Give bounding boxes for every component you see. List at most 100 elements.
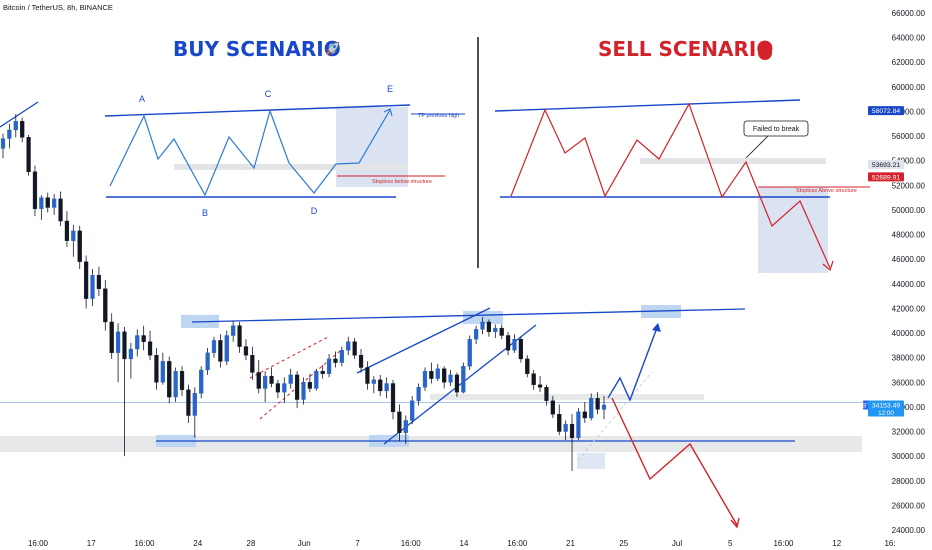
candle-body (307, 382, 313, 389)
candle-body (352, 341, 357, 356)
candle-body (192, 393, 197, 416)
candle-body (429, 371, 434, 379)
candle-body (557, 414, 562, 432)
bearish-arrowhead (730, 517, 740, 529)
sell-scenario-title: SELL SCENARIO (598, 37, 773, 61)
retest-zone (577, 453, 605, 469)
candle-body (154, 355, 159, 383)
candle-body (448, 374, 453, 383)
price-tick-label: 60000.00 (892, 83, 926, 92)
candle-body (537, 384, 543, 388)
point-a-label: A (139, 94, 145, 104)
candle-body (250, 355, 255, 373)
mid-level-zone (430, 394, 704, 400)
candle-body (186, 389, 191, 416)
sell-scenario-panel: SELL SCENARIO Failed to break Stoploss A… (494, 37, 870, 273)
candle-body (141, 335, 146, 342)
candle-body (493, 327, 498, 333)
price-badge-text: 53693.21 (872, 162, 901, 169)
candle-body (205, 352, 210, 371)
rocket-icon (324, 41, 340, 57)
candle-body (288, 374, 293, 384)
candle-body (83, 261, 89, 299)
candle-body (544, 387, 549, 401)
point-d-label: D (311, 206, 318, 216)
bullish-projection (607, 324, 659, 402)
candle-body (96, 274, 102, 289)
candle-body (461, 366, 466, 393)
candle-body (474, 329, 479, 340)
price-tick-label: 50000.00 (892, 206, 926, 215)
candle-body (416, 387, 421, 401)
candle-body (480, 321, 485, 330)
candle-body (32, 171, 38, 209)
candle-body (224, 335, 229, 362)
symbol-title: Bitcoin / TetherUS, 8h, BINANCE (3, 3, 113, 12)
candle-body (231, 325, 236, 336)
price-axis[interactable]: 66000.00 64000.00 62000.00 60000.00 58000.00… (892, 9, 926, 535)
candle-body (26, 137, 31, 172)
time-tick-label: Jun (298, 539, 311, 548)
candle-body (7, 129, 12, 139)
rising-channel-lower (383, 324, 537, 445)
candle-body (467, 339, 472, 367)
candle-body (115, 331, 121, 353)
buy-top-line (104, 104, 411, 117)
candle-body (314, 371, 319, 389)
candle-body (576, 411, 581, 438)
bullish-arrowhead (652, 323, 661, 332)
candle-body (454, 374, 460, 393)
candle-body (58, 198, 63, 222)
price-tick-label: 46000.00 (892, 255, 926, 264)
price-tick-label: 30000.00 (892, 452, 926, 461)
candle-body (486, 321, 492, 333)
candle-body (199, 369, 204, 394)
candle-body (0, 138, 6, 149)
rising-channel-upper (356, 307, 491, 374)
candle-body (365, 367, 370, 384)
candle-body (505, 335, 511, 351)
time-tick-label: 7 (355, 539, 360, 548)
time-tick-label: 5 (728, 539, 733, 548)
buy-tp-label: TP previous high (418, 113, 459, 119)
candle-body (64, 220, 70, 241)
time-tick-label: 16:00 (28, 539, 49, 548)
time-axis[interactable]: 16:00 17 16:00 24 28 Jun 7 16:00 14 16:00 21 25 Jul 5… (28, 539, 896, 548)
resistance-touch-2 (463, 311, 503, 324)
point-c-label: C (265, 89, 272, 99)
price-badge-level-58072 (868, 106, 904, 116)
candles (0, 113, 607, 471)
time-tick-label: 14 (460, 539, 469, 548)
candle-body (512, 339, 517, 351)
time-tick-label: 16: (884, 539, 895, 548)
candle-body (218, 340, 223, 362)
price-badge-text: 52689.91 (872, 174, 901, 181)
candle-body (269, 375, 274, 384)
point-e-label: E (387, 84, 393, 94)
candle-body (20, 121, 25, 138)
candle-body (358, 355, 364, 368)
candle-body (71, 230, 76, 241)
candle-body (77, 230, 82, 262)
candle-body (397, 411, 402, 433)
candle-body (339, 350, 344, 363)
time-tick-label: 12 (832, 539, 841, 548)
bear-flag-upper (249, 336, 329, 379)
buy-scenario-panel: BUY SCENARIO A B C D E TP previous high … (104, 37, 465, 218)
support-zone (0, 436, 862, 452)
candle-body (320, 371, 325, 374)
candle-body (499, 327, 504, 336)
candle-body (13, 121, 18, 131)
price-tick-label: 24000.00 (892, 526, 926, 535)
candle-body (595, 398, 600, 410)
candle-body (39, 197, 44, 209)
candle-body (263, 375, 268, 389)
candle-body (390, 383, 396, 413)
price-tick-label: 58000.00 (892, 107, 926, 116)
buy-stop-label: Stoploss below structure (372, 179, 432, 185)
buy-tp-zone (336, 107, 408, 187)
time-tick-label: 21 (566, 539, 575, 548)
time-tick-label: 16:00 (507, 539, 528, 548)
price-tick-label: 42000.00 (892, 304, 926, 313)
